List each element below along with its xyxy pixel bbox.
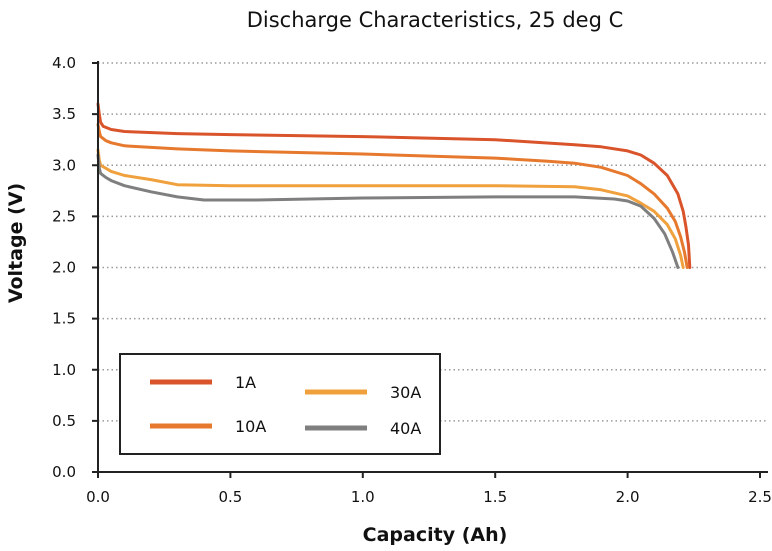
y-tick-label: 0.0 xyxy=(52,463,76,481)
y-tick-label: 4.0 xyxy=(52,54,76,72)
chart-title: Discharge Characteristics, 25 deg C xyxy=(247,8,624,32)
legend-label-10A: 10A xyxy=(235,417,266,436)
y-tick-label: 2.0 xyxy=(52,259,76,277)
y-tick-label: 1.5 xyxy=(52,310,76,328)
series-line-40A xyxy=(96,153,680,269)
legend-box xyxy=(119,353,441,455)
axes xyxy=(92,61,768,478)
x-tick-label: 0.5 xyxy=(218,488,242,506)
y-tick-label: 2.5 xyxy=(52,207,76,225)
y-tick-label: 3.5 xyxy=(52,105,76,123)
series-group xyxy=(96,102,692,269)
y-tick-label: 3.0 xyxy=(52,156,76,174)
x-tick-label: 2.0 xyxy=(616,488,640,506)
x-tick-label: 2.5 xyxy=(748,488,772,506)
legend-label-30A: 30A xyxy=(390,383,421,402)
x-tick-label: 1.0 xyxy=(351,488,375,506)
x-axis-label: Capacity (Ah) xyxy=(363,524,508,546)
y-tick-label: 1.0 xyxy=(52,361,76,379)
legend: 1A 10A 30A 40A xyxy=(119,353,441,455)
tick-labels: 0.0 0.5 1.0 1.5 2.0 2.5 3.0 3.5 4.0 0.0 0.5 1.0 1.5 2… xyxy=(52,54,772,506)
legend-label-40A: 40A xyxy=(390,419,421,438)
x-tick-label: 0.0 xyxy=(86,488,110,506)
y-tick-label: 0.5 xyxy=(52,412,76,430)
y-axis-label: Voltage (V) xyxy=(5,183,27,303)
series-line-30A xyxy=(96,148,685,269)
legend-label-1A: 1A xyxy=(235,373,256,392)
x-tick-label: 1.5 xyxy=(483,488,507,506)
series-line-10A xyxy=(96,122,689,269)
series-line-1A xyxy=(96,102,692,269)
